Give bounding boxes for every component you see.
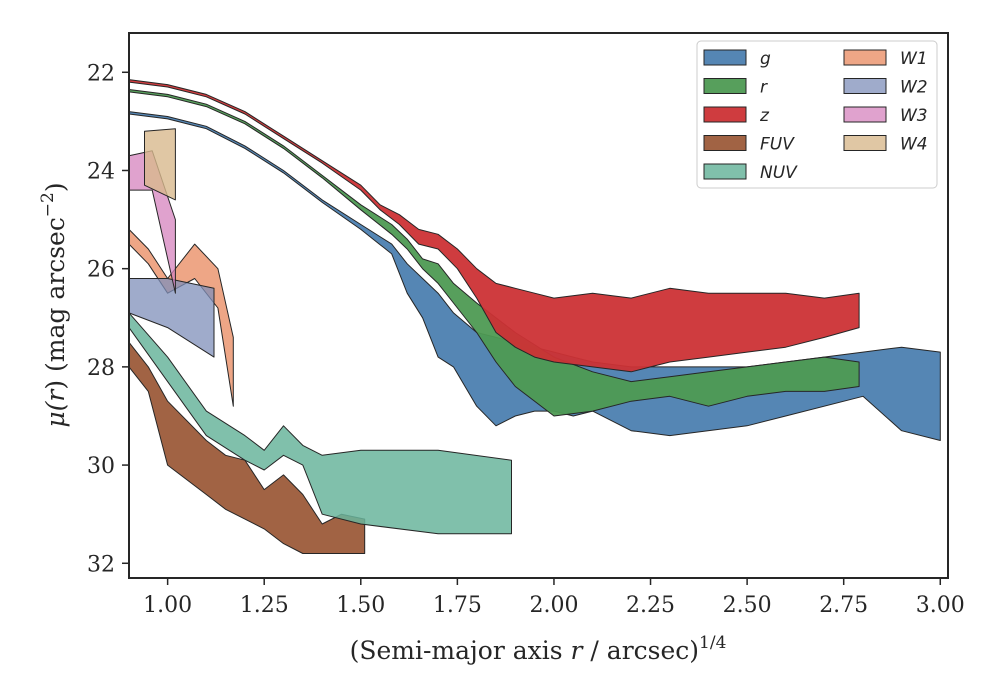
legend-label-g: g	[760, 49, 771, 69]
band-nuv	[128, 312, 512, 535]
y-tick-label: 22	[87, 61, 115, 86]
legend-swatch-fuv	[703, 135, 747, 151]
legend-swatch-w2	[843, 78, 887, 94]
x-axis-label-var: r	[571, 636, 585, 665]
legend-label-fuv: FUV	[760, 135, 795, 155]
x-axis-label-exponent: 1/4	[699, 633, 726, 653]
band-z	[128, 79, 860, 373]
legend-label-w2: W2	[900, 78, 928, 98]
x-axis-label-main: (Semi-major axis	[350, 636, 571, 665]
legend-label-w1: W1	[900, 49, 928, 69]
legend-swatch-z	[703, 106, 747, 123]
legend-label-w4: W4	[900, 135, 928, 155]
legend-swatch-g	[703, 49, 747, 66]
legend-swatch-r	[703, 78, 747, 94]
x-tick-label: 1.50	[336, 593, 385, 618]
legend-label-r: r	[760, 78, 768, 98]
legend-swatch-w4	[843, 135, 887, 151]
y-axis-label-close: )	[41, 182, 70, 192]
band-w4	[144, 128, 176, 201]
y-tick-label: 28	[87, 356, 115, 381]
y-axis-label-exponent: −2	[38, 192, 58, 217]
x-tick-label: 3.00	[916, 593, 965, 618]
x-tick-label: 2.25	[626, 593, 675, 618]
x-tick-label: 2.75	[819, 593, 868, 618]
legend-label-z: z	[759, 106, 770, 126]
band-r	[128, 89, 860, 417]
x-tick-label: 2.00	[529, 593, 578, 618]
legend-label-w3: W3	[900, 106, 928, 126]
x-tick-label: 2.50	[723, 593, 772, 618]
legend-swatch-nuv	[703, 163, 747, 180]
x-axis-label-unit: / arcsec)	[582, 636, 699, 665]
y-tick-label: 32	[87, 552, 115, 577]
plot-frame	[128, 32, 949, 579]
x-tick-label: 1.25	[240, 593, 289, 618]
x-axis-label: (Semi-major axis r / arcsec)1/4	[350, 633, 727, 665]
y-tick-label: 26	[87, 258, 115, 283]
y-axis-label-unit: ) (mag arcsec	[41, 217, 70, 390]
x-tick-label: 1.00	[143, 593, 192, 618]
legend: grz FUV NUV W1 W2 W3 W4	[696, 40, 938, 189]
y-axis-label: μ(r) (mag arcsec−2)	[38, 182, 70, 427]
legend-swatch-w3	[843, 106, 887, 123]
y-axis-label-mu: μ(	[41, 400, 70, 427]
band-fuv	[128, 341, 366, 554]
y-axis-ticks: 22 24 26 28 30 32	[87, 61, 129, 577]
legend-label-nuv: NUV	[760, 163, 798, 183]
y-tick-label: 24	[87, 159, 115, 184]
x-tick-label: 1.75	[433, 593, 482, 618]
y-tick-label: 30	[87, 454, 115, 479]
legend-swatch-w1	[843, 49, 887, 66]
series-bands	[128, 79, 941, 554]
legend-frame	[696, 40, 938, 189]
y-axis-label-var: r	[41, 388, 70, 402]
x-axis-ticks: 1.00 1.25 1.50 1.75 2.00 2.25 2.50 2.75 3.00	[143, 578, 965, 618]
